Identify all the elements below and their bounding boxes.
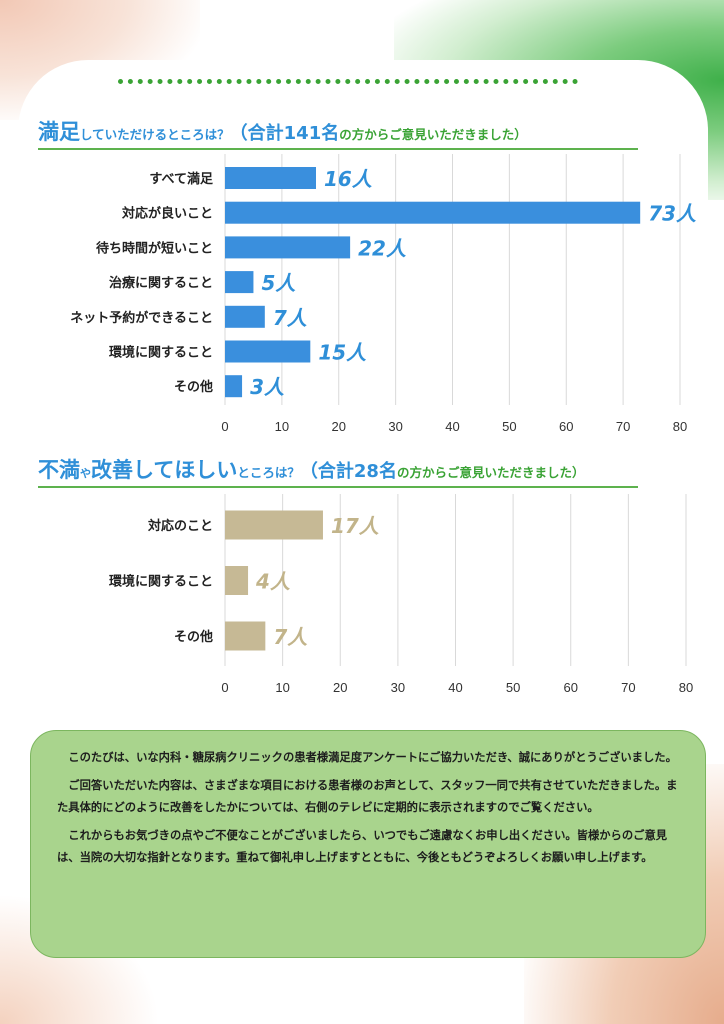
improvement-heading: 不満や改善してほしいところは？（合計28名の方からご意見いただきました） — [38, 456, 638, 488]
x-tick-label: 50 — [502, 419, 516, 434]
dotted-divider — [118, 79, 578, 84]
value-label: 17人 — [331, 514, 380, 538]
message-paragraph-3: これからもお気づきの点やご不便なことがございましたら、いつでもご遠慮なくお申し出… — [57, 829, 668, 864]
heading-keyword: 満足 — [38, 120, 80, 144]
bar — [225, 201, 641, 224]
category-label: その他 — [174, 379, 213, 395]
value-label: 4人 — [255, 570, 291, 594]
x-tick-label: 70 — [616, 419, 630, 434]
satisfaction-heading: 満足していただけるところは？（合計141名の方からご意見いただきました） — [38, 118, 638, 150]
value-label: 73人 — [648, 202, 697, 226]
x-tick-label: 40 — [445, 419, 459, 434]
category-label: 環境に関すること — [109, 345, 213, 361]
x-tick-label: 20 — [333, 680, 347, 695]
heading-suffix: の方からご意見いただきました） — [396, 465, 585, 480]
category-label: すべて満足 — [149, 171, 214, 187]
value-label: 5人 — [261, 271, 296, 295]
x-tick-label: 80 — [673, 419, 687, 434]
category-label: 治療に関すること — [109, 275, 213, 291]
x-tick-label: 10 — [275, 419, 289, 434]
bar — [225, 375, 243, 398]
heading-suffix: の方からご意見いただきました） — [339, 127, 527, 142]
bar — [225, 566, 249, 595]
bar — [225, 510, 323, 540]
heading-keyword-2: 改善してほしい — [91, 458, 238, 482]
category-label: 対応が良いこと — [121, 206, 213, 222]
bar — [225, 167, 316, 189]
category-label: 環境に関すること — [109, 574, 213, 590]
x-tick-label: 60 — [559, 419, 573, 434]
x-tick-label: 10 — [275, 680, 289, 695]
bar — [225, 305, 265, 328]
value-label: 7人 — [273, 625, 308, 649]
bar — [225, 236, 351, 259]
category-label: その他 — [174, 629, 213, 645]
category-label: 待ち時間が短いこと — [95, 240, 213, 256]
x-tick-label: 0 — [221, 419, 228, 434]
message-paragraph-2: ご回答いただいた内容は、さまざまな項目における患者様のお声として、スタッフ一同で… — [57, 779, 678, 814]
x-tick-label: 20 — [332, 419, 346, 434]
x-tick-label: 80 — [679, 680, 693, 695]
x-tick-label: 70 — [621, 680, 635, 695]
bar — [225, 621, 266, 651]
value-label: 15人 — [318, 341, 367, 365]
x-tick-label: 50 — [506, 680, 520, 695]
heading-text: していただけるところは？ — [80, 127, 230, 142]
heading-total: （合計141名 — [229, 123, 340, 144]
value-label: 3人 — [250, 375, 285, 399]
heading-text: ところは？ — [237, 465, 300, 480]
bar — [225, 271, 254, 294]
thank-you-message: このたびは、いな内科・糖尿病クリニックの患者様満足度アンケートにご協力いただき、… — [30, 730, 706, 958]
x-tick-label: 30 — [388, 419, 402, 434]
x-tick-label: 30 — [391, 680, 405, 695]
heading-particle: や — [80, 467, 91, 480]
bar — [225, 340, 311, 363]
category-label: ネット予約ができること — [70, 310, 213, 326]
category-label: 対応のこと — [147, 518, 213, 534]
content-panel — [18, 60, 708, 760]
value-label: 16人 — [324, 167, 373, 191]
heading-keyword: 不満 — [38, 458, 80, 482]
heading-total: （合計28名 — [299, 461, 397, 482]
message-paragraph-1: このたびは、いな内科・糖尿病クリニックの患者様満足度アンケートにご協力いただき、… — [68, 751, 677, 764]
value-label: 7人 — [273, 306, 308, 330]
x-tick-label: 40 — [448, 680, 462, 695]
x-tick-label: 60 — [564, 680, 578, 695]
value-label: 22人 — [358, 236, 407, 260]
x-tick-label: 0 — [221, 680, 228, 695]
